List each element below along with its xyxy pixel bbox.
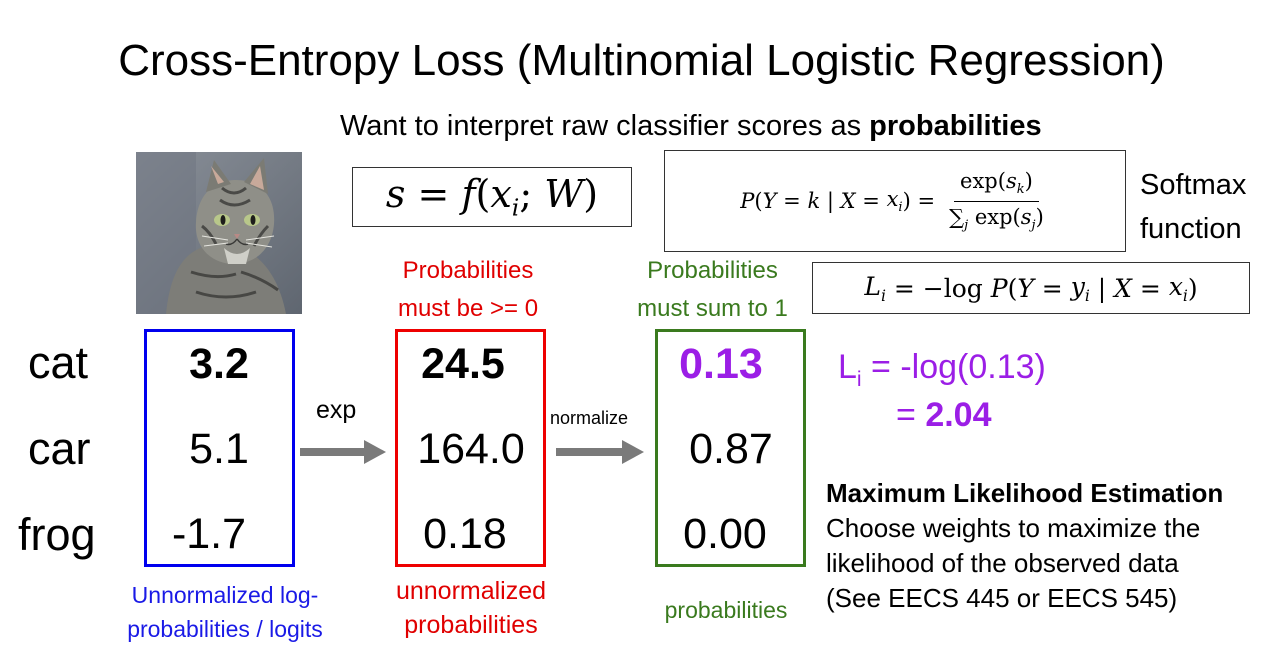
logits-box [144, 329, 295, 567]
nonneg-note: Probabilities must be >= 0 [368, 252, 568, 328]
loss-equation: Li = − log P(Y = yi | X = xi) [812, 262, 1250, 314]
mle-line3: (See EECS 445 or EECS 545) [826, 583, 1178, 613]
row-label-car: car [28, 423, 91, 474]
unnorm-caption: unnormalized probabilities [366, 574, 576, 642]
softmax-equation: P(Y = k | X = xi) = exp(sk) ∑j exp(sj) [664, 150, 1126, 252]
softmax-label: Softmax function [1140, 163, 1246, 251]
probabilities-box [655, 329, 806, 567]
subtitle-prefix: Want to interpret raw classifier scores … [340, 110, 870, 142]
slide-subtitle: Want to interpret raw classifier scores … [340, 110, 1042, 143]
prob-car: 0.87 [689, 425, 773, 473]
mle-line2: likelihood of the observed data [826, 548, 1179, 578]
exp-arrow-label: exp [316, 396, 357, 424]
row-label-frog: frog [18, 509, 96, 560]
loss-calc-line2: = 2.04 [896, 396, 992, 435]
mle-title: Maximum Likelihood Estimation [826, 478, 1224, 508]
title-main: Cross-Entropy Loss [118, 36, 505, 85]
sum-note-line2: must sum to 1 [637, 295, 788, 322]
softmax-label-line1: Softmax [1140, 169, 1247, 201]
row-label-cat: cat [28, 337, 89, 388]
logit-frog: -1.7 [171, 510, 247, 558]
prob-frog: 0.00 [683, 510, 767, 558]
loss-calc-line2-prefix: = [896, 396, 926, 434]
logit-car: 5.1 [189, 425, 249, 473]
logits-caption-line1: Unnormalized log- [131, 582, 319, 608]
nonneg-note-line2: must be >= 0 [397, 295, 539, 322]
logit-cat: 3.2 [189, 340, 249, 388]
unnorm-caption-line1: unnormalized [395, 577, 547, 605]
sum-note: Probabilities must sum to 1 [610, 252, 815, 328]
nonneg-note-line1: Probabilities [402, 257, 534, 284]
unnorm-frog: 0.18 [423, 510, 507, 558]
score-function-equation: s = f(xi; W) [352, 167, 632, 227]
mle-block: Maximum Likelihood Estimation Choose wei… [826, 476, 1223, 616]
logits-caption-line2: probabilities / logits [127, 616, 323, 642]
unnormalized-box [395, 329, 546, 567]
unnorm-caption-line2: probabilities [404, 611, 538, 639]
loss-calc-line1: Li = -log(0.13) [838, 348, 1046, 391]
subtitle-emphasis: probabilities [869, 110, 1042, 142]
probs-caption: probabilities [664, 597, 788, 623]
loss-calc-line1-suffix: = -log(0.13) [861, 348, 1046, 386]
slide-title: Cross-Entropy Loss (Multinomial Logistic… [0, 36, 1283, 86]
unnorm-cat: 24.5 [421, 340, 505, 388]
normalize-arrow-label: normalize [550, 408, 629, 428]
loss-value: 2.04 [925, 396, 992, 434]
normalize-arrow-icon [556, 440, 644, 464]
mle-line1: Choose weights to maximize the [826, 513, 1201, 543]
logits-caption: Unnormalized log- probabilities / logits [100, 578, 350, 646]
title-paren: (Multinomial Logistic Regression) [504, 36, 1165, 85]
cat-photo-icon [136, 152, 302, 314]
softmax-label-line2: function [1140, 213, 1242, 245]
unnorm-car: 164.0 [417, 425, 525, 473]
exp-arrow-icon [300, 440, 386, 464]
prob-cat: 0.13 [679, 340, 763, 388]
sum-note-line1: Probabilities [647, 257, 778, 284]
